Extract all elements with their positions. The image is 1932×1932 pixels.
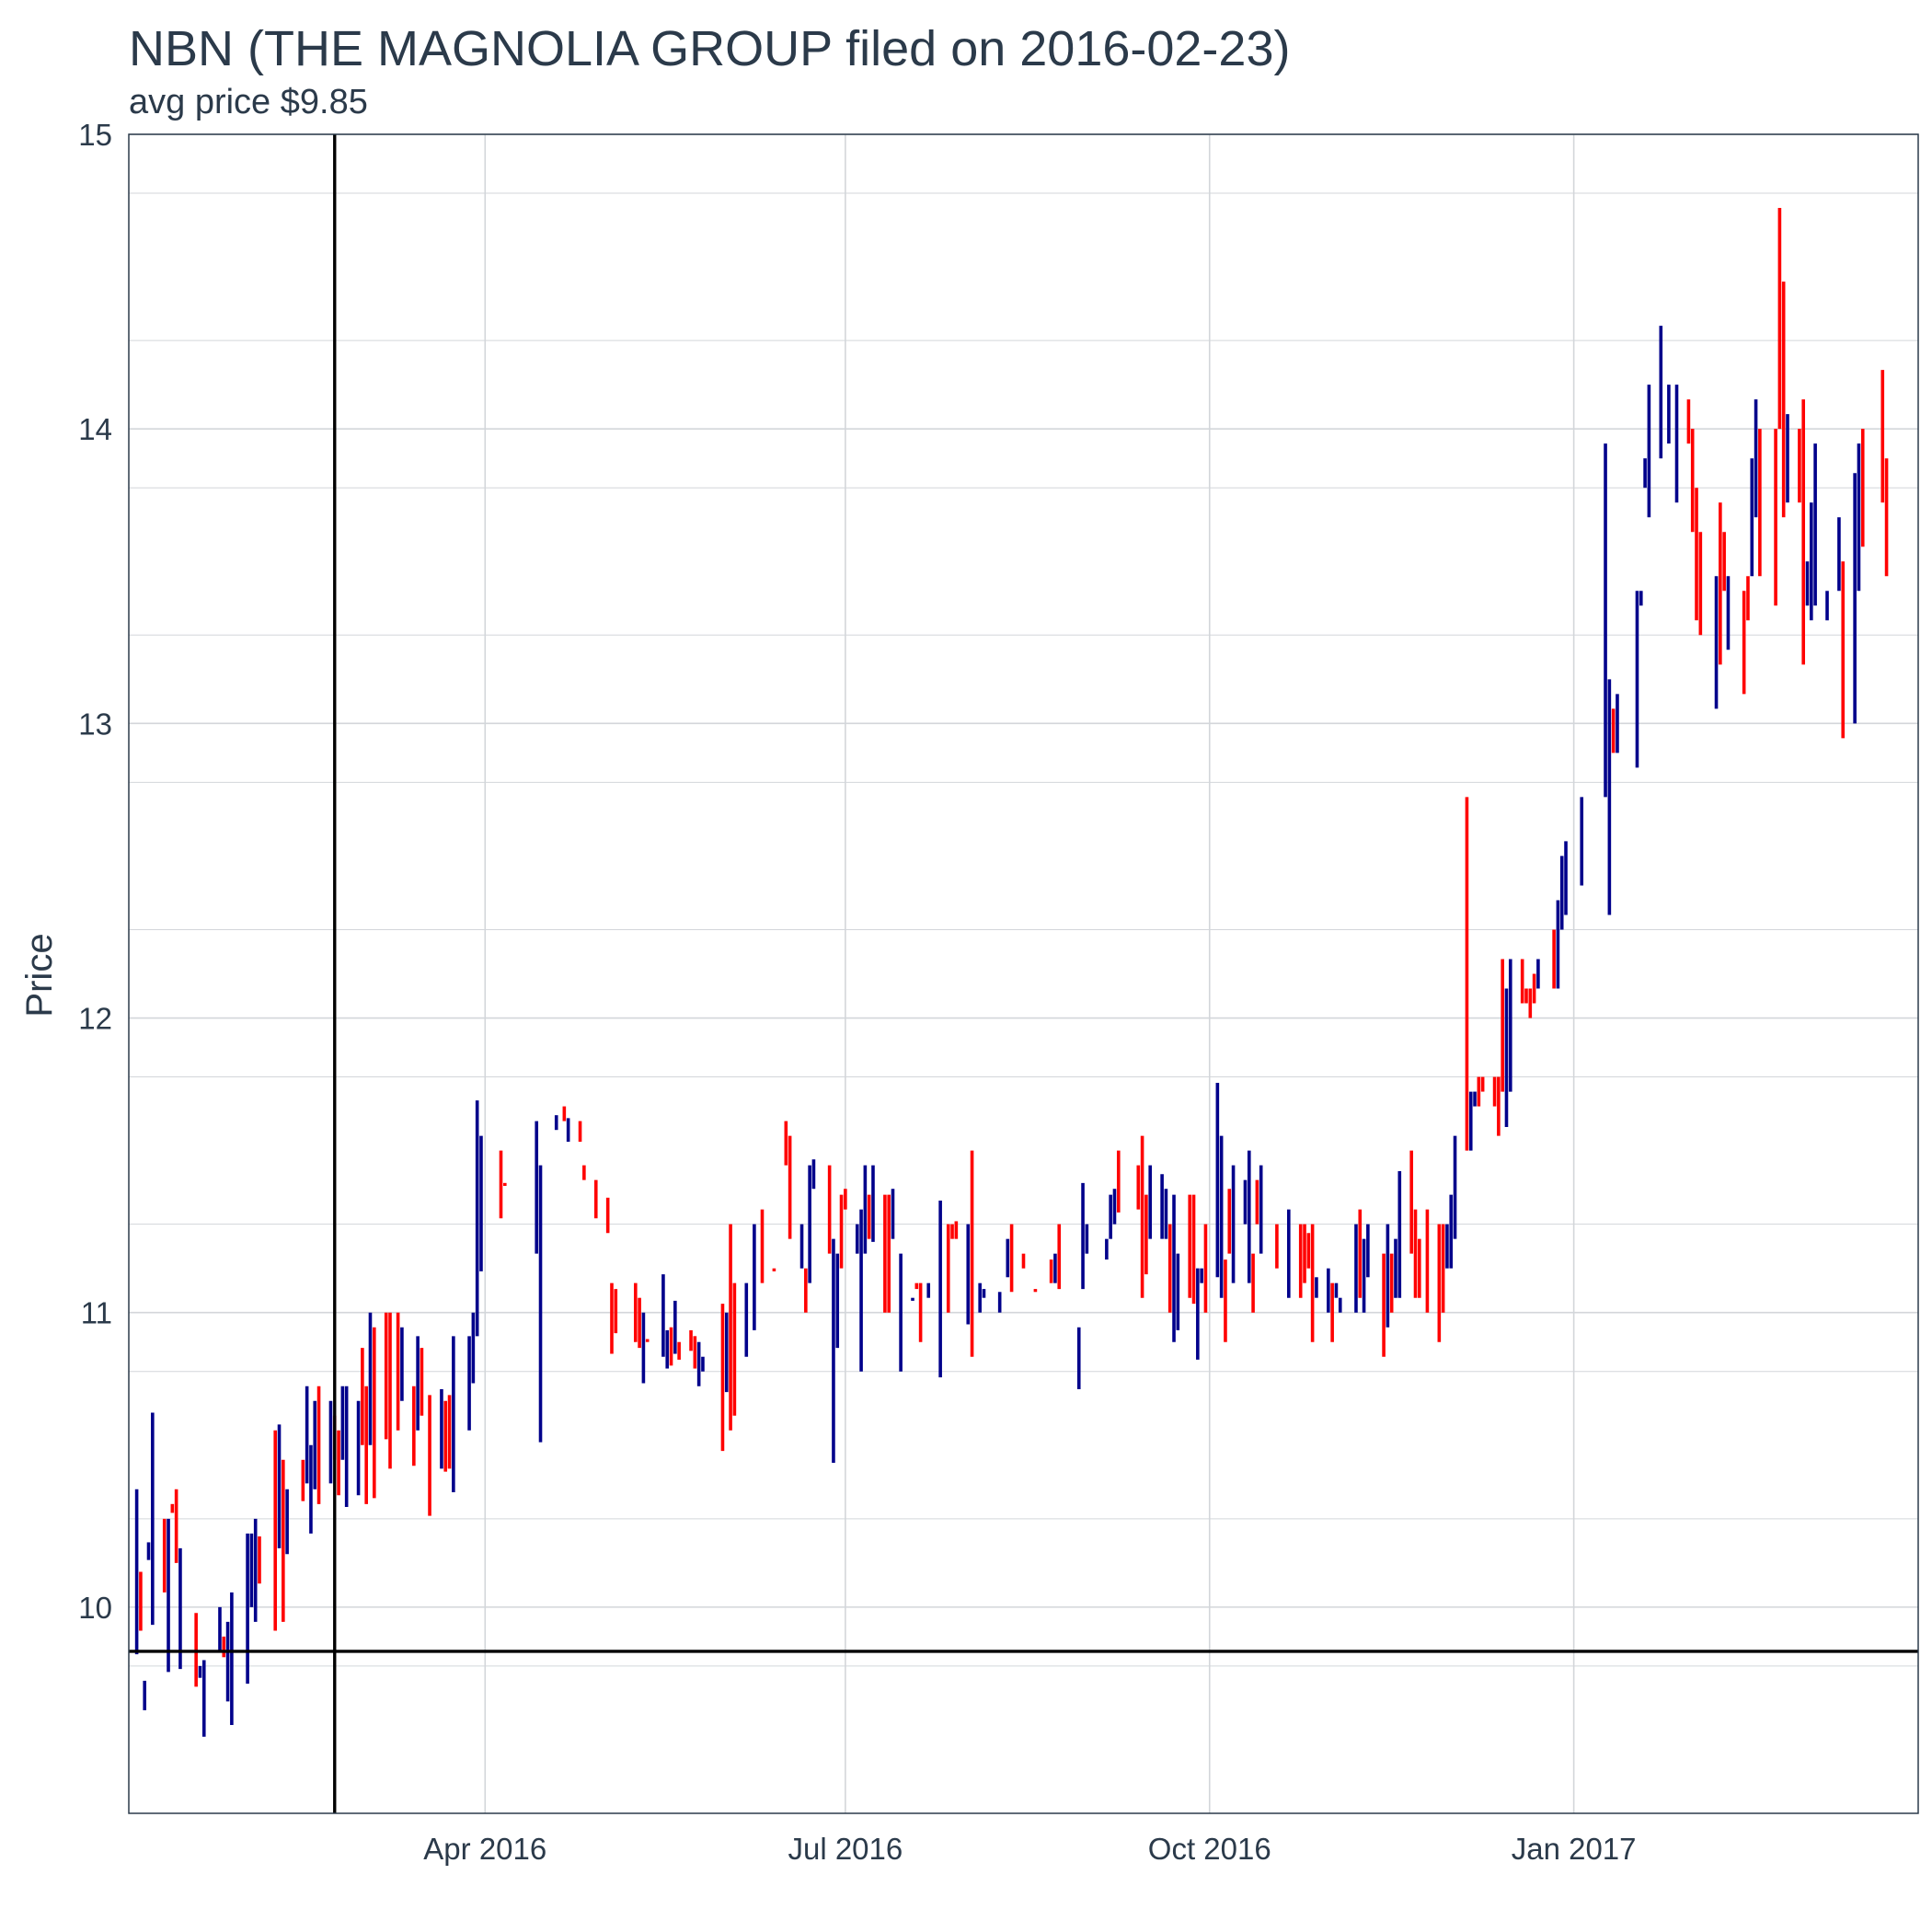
y-tick-label: 10 xyxy=(78,1591,112,1625)
y-axis: 10 11 12 13 14 15 xyxy=(78,118,112,1625)
x-tick-label: Jan 2017 xyxy=(1512,1832,1637,1866)
chart-subtitle: avg price $9.85 xyxy=(129,83,368,121)
y-tick-label: 12 xyxy=(78,1002,112,1036)
y-axis-title: Price xyxy=(19,933,60,1017)
y-tick-label: 14 xyxy=(78,412,112,446)
reference-lines xyxy=(129,134,1918,1813)
panel-border xyxy=(128,133,1919,1814)
price-bars xyxy=(134,208,1889,1737)
y-tick-label: 13 xyxy=(78,707,112,741)
x-tick-label: Apr 2016 xyxy=(423,1832,546,1866)
chart-title: NBN (THE MAGNOLIA GROUP filed on 2016-02… xyxy=(129,21,1291,76)
x-tick-label: Oct 2016 xyxy=(1148,1832,1271,1866)
x-axis: Apr 2016 Jul 2016 Oct 2016 Jan 2017 xyxy=(423,1832,1636,1866)
y-tick-label: 11 xyxy=(81,1296,112,1330)
y-tick-label: 15 xyxy=(78,118,112,152)
x-tick-label: Jul 2016 xyxy=(788,1832,903,1866)
